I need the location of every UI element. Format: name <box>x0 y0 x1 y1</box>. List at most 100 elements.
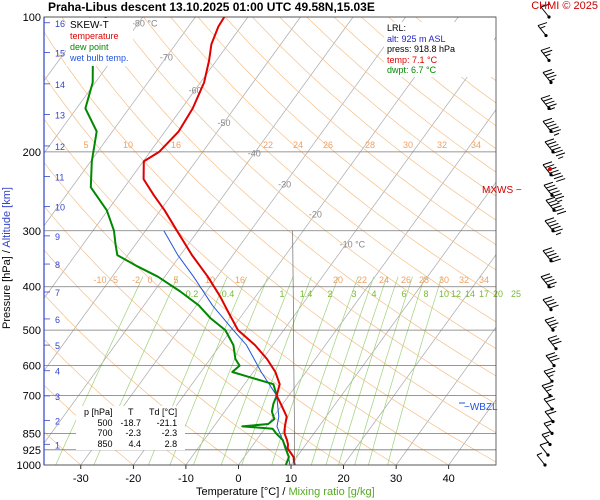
wind-barb-half-flag <box>557 199 563 203</box>
table-row: 850 4.4 2.8 <box>80 439 181 450</box>
legend-item-temperature: temperature <box>70 31 119 41</box>
mxws-text: MXWS <box>482 185 514 196</box>
wind-barb-flag <box>556 178 566 183</box>
mixing-ratio-label: 10 <box>439 289 449 299</box>
mixing-ratio-line <box>55 276 144 465</box>
wind-barb-half-flag <box>555 232 562 236</box>
lrl-box: LRL: alt: 925 m ASL press: 918.8 hPa tem… <box>384 22 494 77</box>
temperature-tick-label: 0 <box>235 473 241 485</box>
wind-barb-flag <box>554 195 565 200</box>
wind-barb <box>543 419 554 435</box>
wind-barb-dot <box>552 364 556 368</box>
dry-adiabat-line <box>61 17 496 405</box>
wind-barb-half-flag <box>536 452 543 456</box>
dry-adiabat-line <box>170 17 496 297</box>
altitude-tick-label: 14 <box>55 80 65 90</box>
wind-barb-dot <box>546 453 550 457</box>
wind-barb-dot <box>552 208 556 212</box>
isotherm-line <box>501 17 600 465</box>
mixing-ratio-line <box>368 276 426 465</box>
wind-barb-flag <box>549 222 559 227</box>
wind-barb-flag <box>549 322 559 327</box>
wind-barb-flag <box>537 22 548 27</box>
wind-barb-flag <box>545 71 555 76</box>
mixing-ratio-label: 0.2 <box>186 289 199 299</box>
temperature-line <box>142 17 296 465</box>
wind-barb <box>536 452 547 467</box>
isotherm-line <box>343 254 496 465</box>
wind-barb <box>547 335 562 351</box>
wind-barb-dot <box>551 229 555 233</box>
wind-barb-flag <box>552 205 562 210</box>
wind-barb-dot <box>547 285 551 289</box>
wind-barb-dot <box>549 129 553 133</box>
wind-barb-dot <box>550 407 554 411</box>
wind-barb-flag <box>553 149 563 154</box>
wind-barb <box>540 94 557 111</box>
wind-barb-dot <box>550 431 554 435</box>
pressure-tick-label: 400 <box>23 282 41 294</box>
wind-barb-flag <box>542 117 553 122</box>
isotherm-line <box>133 17 459 465</box>
wind-barb-staff <box>536 454 546 466</box>
wind-barb <box>540 46 553 63</box>
wind-barb-flag <box>544 384 554 389</box>
wbzl-label: −WBZL <box>464 402 498 413</box>
wind-barb-flag <box>544 316 555 321</box>
wind-barb-flag <box>549 143 559 148</box>
wind-barb-flag <box>544 217 555 222</box>
wind-barb-flag <box>548 187 558 192</box>
isotherm-label: -40 <box>248 149 261 159</box>
wind-barb-half-flag <box>549 285 555 289</box>
altitude-tick-label: 16 <box>55 19 65 29</box>
altitude-tick-label: 13 <box>55 110 65 120</box>
wind-barb-flag <box>551 172 561 177</box>
dry-adiabat-label: 22 <box>263 140 273 150</box>
wind-barb-dot <box>551 328 555 332</box>
dry-adiabat-label: 16 <box>235 275 245 285</box>
wind-barb-flag <box>543 97 553 102</box>
pressure-tick-label: 100 <box>23 12 41 24</box>
wind-barb-flag <box>547 319 557 324</box>
wind-barb-dot <box>547 15 551 19</box>
altitude-tick-label: 11 <box>55 172 64 182</box>
altitude-tick-label: 9 <box>55 232 60 242</box>
dry-adiabat-label: 10 <box>123 140 133 150</box>
pressure-tick-label: 700 <box>23 391 41 403</box>
wind-barb-flag <box>550 190 560 195</box>
mixing-ratio-label: 0.4 <box>222 289 235 299</box>
wind-barb-half-flag <box>546 423 552 427</box>
dry-adiabat-label: 34 <box>479 275 489 285</box>
wind-barb-dot <box>554 347 558 351</box>
wind-barb-dot <box>547 106 551 111</box>
wind-barb-flag <box>543 276 553 280</box>
dry-adiabat-label: 0 <box>147 275 152 285</box>
wind-barb-staff <box>539 444 549 456</box>
isotherm-label: -50 <box>218 118 231 128</box>
mixing-ratio-label: 3 <box>351 289 356 299</box>
dry-adiabat-line <box>44 31 496 434</box>
wind-barb-flag <box>553 175 564 180</box>
dry-adiabat-label: 26 <box>323 140 333 150</box>
wind-barb-dot <box>549 308 553 312</box>
dry-adiabat-label: 5 <box>83 140 88 150</box>
x-axis-label: Temperature [°C] / Mixing ratio [g/kg] <box>196 486 375 498</box>
mixing-ratio-line <box>325 276 388 465</box>
table-cell: 4.4 <box>128 438 142 449</box>
pressure-tick-label: 850 <box>23 428 41 440</box>
wind-barb-flag <box>550 202 560 207</box>
dry-adiabat-label: -10 <box>93 275 106 285</box>
dry-adiabat-label: 26 <box>401 275 411 285</box>
table-header-row: p [hPa] T Td [°C] <box>80 407 181 418</box>
wind-barb <box>542 296 559 312</box>
dry-adiabat-line <box>116 17 496 350</box>
wind-barb-flag <box>545 352 556 357</box>
dry-adiabat-line <box>279 17 496 197</box>
lrl-alt: alt: 925 m ASL <box>387 33 446 44</box>
mixing-ratio-line <box>387 276 443 465</box>
mxws-label: MXWS − <box>482 185 522 196</box>
mixing-ratio-line <box>310 276 375 465</box>
table-cell: -21.1 <box>156 417 178 428</box>
dry-adiabat-line <box>197 17 496 271</box>
wind-barb-dot <box>549 259 553 263</box>
